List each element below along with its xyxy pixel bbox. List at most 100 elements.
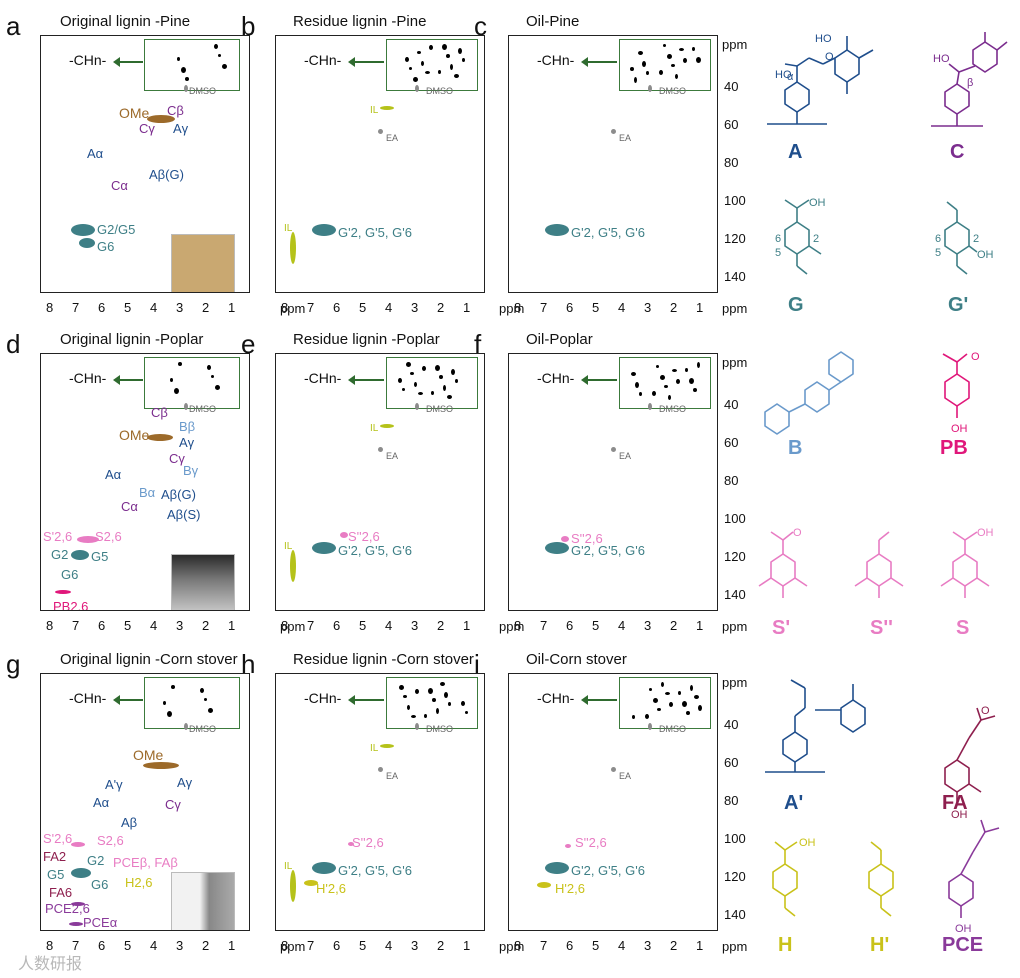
dmso-label: DMSO — [189, 404, 216, 414]
atom-5-g: 5 — [775, 247, 781, 259]
s-double-prime-label: S''2,6 — [575, 835, 607, 850]
structure-s-double-prime — [854, 531, 904, 598]
x-tick-label: 1 — [463, 300, 471, 315]
structure-name-pce: PCE — [942, 934, 984, 956]
x-tick-label: 2 — [670, 300, 678, 315]
aliphatic-signal — [685, 368, 688, 372]
g-prime-label: G'2, G'5, G'6 — [338, 543, 412, 558]
aliphatic-signal — [443, 385, 446, 391]
aliphatic-signal — [415, 689, 419, 694]
x-tick-label: 1 — [696, 300, 704, 315]
sample-photo — [171, 872, 235, 930]
a-beta-label: Aβ — [121, 815, 138, 830]
y-tick-label: 80 — [724, 473, 739, 488]
chn-arrow — [348, 695, 384, 705]
aliphatic-signal — [418, 392, 423, 395]
y-tick-label: 60 — [724, 435, 739, 450]
aliphatic-signal — [422, 366, 426, 371]
g5-label: G5 — [47, 867, 65, 882]
panel-letter: h — [241, 649, 256, 679]
panel-letter: g — [6, 649, 21, 679]
structure-name-h-prime: H' — [870, 934, 890, 956]
structure-name-g: G — [788, 294, 804, 316]
structure-name-b: B — [788, 437, 803, 459]
il-signal-1 — [380, 424, 394, 428]
x-axis-unit: ppm — [499, 619, 525, 634]
ome-label: OMe — [119, 427, 150, 443]
panel-letter: a — [6, 11, 21, 41]
x-tick-label: 3 — [644, 618, 652, 633]
aliphatic-inset-box — [386, 677, 478, 729]
il-signal-2 — [290, 232, 296, 264]
aliphatic-signal — [645, 714, 649, 719]
dmso-signal — [184, 723, 188, 730]
g-prime-label: G'2, G'5, G'6 — [571, 225, 645, 240]
aliphatic-signal — [442, 44, 447, 50]
s-double-prime-label: S''2,6 — [352, 835, 384, 850]
x-tick-label: 8 — [46, 300, 54, 315]
chn-label: -CHn- — [537, 52, 575, 68]
aliphatic-signal — [689, 378, 694, 384]
chn-label: -CHn- — [304, 370, 342, 386]
s-double-prime-signal — [561, 536, 569, 542]
aliphatic-signal — [669, 702, 673, 707]
x-tick-label: 4 — [385, 938, 393, 953]
atom-oh-gp: OH — [977, 249, 994, 261]
s-double-prime-signal — [340, 532, 348, 538]
dmso-signal — [184, 403, 188, 410]
chn-label: -CHn- — [537, 690, 575, 706]
structure-a-prime — [765, 679, 866, 773]
pce-alpha-label: PCEα — [83, 915, 118, 930]
a-beta-g-label: Aβ(G) — [149, 167, 184, 182]
atom-2-gp: 2 — [973, 233, 979, 245]
x-tick-label: 2 — [670, 618, 678, 633]
dmso-label: DMSO — [659, 724, 686, 734]
aliphatic-signal — [406, 362, 411, 367]
y-tick-label: 80 — [724, 155, 739, 170]
x-tick-label: 1 — [228, 618, 236, 633]
structure-name-s-double-prime: S'' — [870, 617, 893, 639]
structure-name-a-prime: A' — [784, 792, 804, 814]
aliphatic-signal — [646, 71, 649, 75]
aliphatic-signal — [421, 61, 424, 66]
x-tick-label: 4 — [618, 938, 626, 953]
chn-label: -CHn- — [304, 52, 342, 68]
structure-s-prime — [758, 531, 808, 598]
y-tick-label: 40 — [724, 79, 739, 94]
panel-letter: e — [241, 329, 256, 359]
g-prime-signal — [312, 224, 336, 236]
x-tick-label: 2 — [670, 938, 678, 953]
ea-signal — [378, 447, 383, 452]
structures-column: HO HO α O HO β OH 6 2 5 6 2 5 OH O OH O … — [758, 32, 1008, 935]
b-alpha-label: Bα — [139, 485, 156, 500]
aliphatic-signal — [181, 67, 186, 73]
panel-title: Oil-Pine — [526, 13, 580, 30]
aliphatic-signal — [671, 64, 675, 67]
structure-a — [767, 36, 874, 125]
atom-alpha-a: α — [787, 71, 794, 83]
x-tick-label: 6 — [566, 618, 574, 633]
a-beta-g-label: Aβ(G) — [161, 487, 196, 502]
aliphatic-signal — [403, 695, 407, 698]
aliphatic-signal — [431, 391, 434, 395]
dmso-label: DMSO — [659, 404, 686, 414]
dmso-label: DMSO — [426, 404, 453, 414]
aliphatic-inset-box — [619, 39, 711, 91]
x-axis-unit: ppm — [280, 939, 306, 954]
x-tick-label: 3 — [176, 618, 184, 633]
x-axis-unit: ppm — [280, 301, 306, 316]
x-tick-label: 8 — [514, 300, 522, 315]
h-prime-signal — [537, 882, 551, 888]
dmso-label: DMSO — [189, 724, 216, 734]
chn-label: -CHn- — [69, 52, 107, 68]
dmso-signal — [648, 723, 652, 730]
structure-name-h: H — [778, 934, 793, 956]
aliphatic-signal — [652, 391, 656, 396]
x-tick-label: 6 — [98, 618, 106, 633]
aliphatic-inset-box — [386, 357, 478, 409]
a-gamma-label: Aγ — [177, 775, 193, 790]
aliphatic-signal — [409, 67, 412, 70]
structure-s — [940, 531, 990, 598]
aliphatic-signal — [414, 382, 417, 387]
aliphatic-signal — [656, 365, 659, 368]
